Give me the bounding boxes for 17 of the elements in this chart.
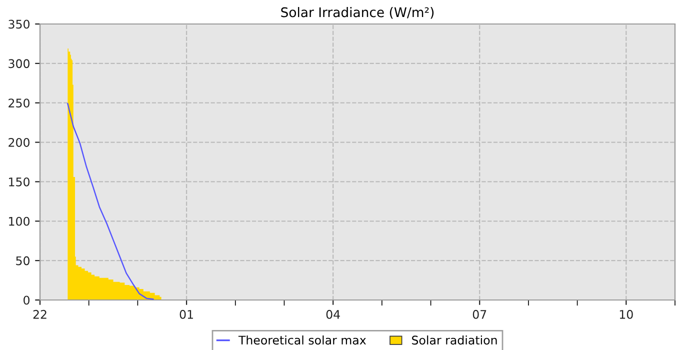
y-tick-label: 350 [8,20,30,29]
y-tick-label: 150 [9,177,30,186]
x-tick-label: 01 [180,310,193,319]
y-tick-label: 250 [8,98,30,108]
x-tick-label: 04 [326,310,340,319]
legend-label: Theoretical solar max [238,335,366,345]
line-series [67,103,154,300]
y-tick-label: 200 [8,138,30,147]
y-tick-label: 50 [16,256,30,266]
y-tick-label: 0 [24,296,30,305]
chart-title: Solar Irradiance (W/m²) [281,7,434,19]
x-tick-label: 10 [620,310,633,319]
legend-label: Solar radiation [412,335,497,345]
y-tick-label: 100 [9,216,30,226]
x-tick-label: 22 [33,310,46,319]
x-tick-label: 07 [472,310,486,319]
y-tick-label: 300 [8,59,30,68]
